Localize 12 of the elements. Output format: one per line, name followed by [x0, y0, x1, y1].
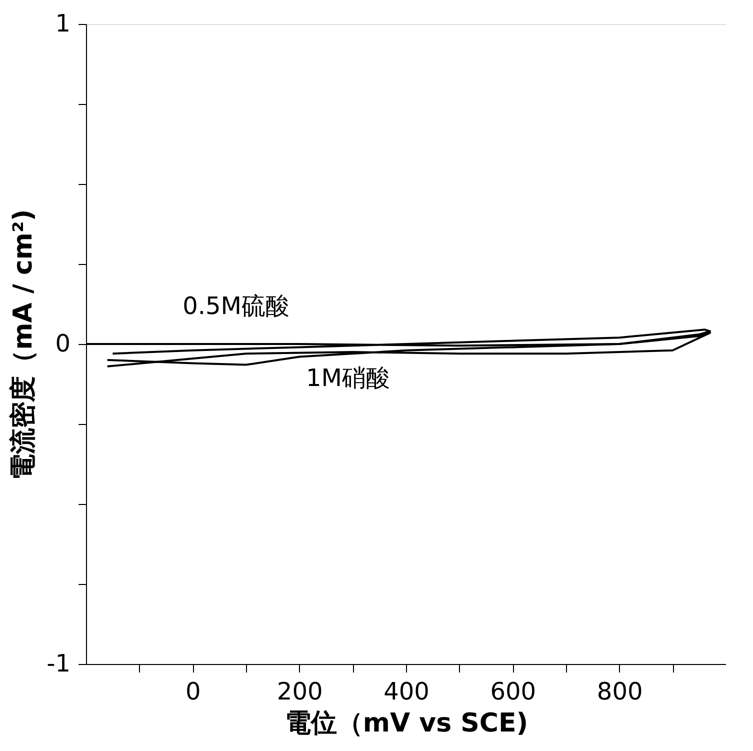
x-tick-label: 800: [596, 678, 643, 706]
x-tick-label: 200: [276, 678, 323, 706]
x-tick-label: 600: [490, 678, 536, 706]
annotation: 1M硝酸: [306, 364, 390, 392]
y-tick-label: 0: [55, 330, 70, 358]
x-tick-label: 0: [186, 678, 201, 706]
x-tick-label: 400: [384, 678, 430, 706]
y-tick-label: 1: [55, 10, 70, 38]
x-axis-title: 電位（mV vs SCE): [284, 708, 528, 738]
y-tick-label: -1: [46, 650, 70, 678]
annotation: 0.5M硫酸: [182, 292, 290, 320]
y-axis-title: 電流密度（mA / cm²): [8, 209, 39, 480]
